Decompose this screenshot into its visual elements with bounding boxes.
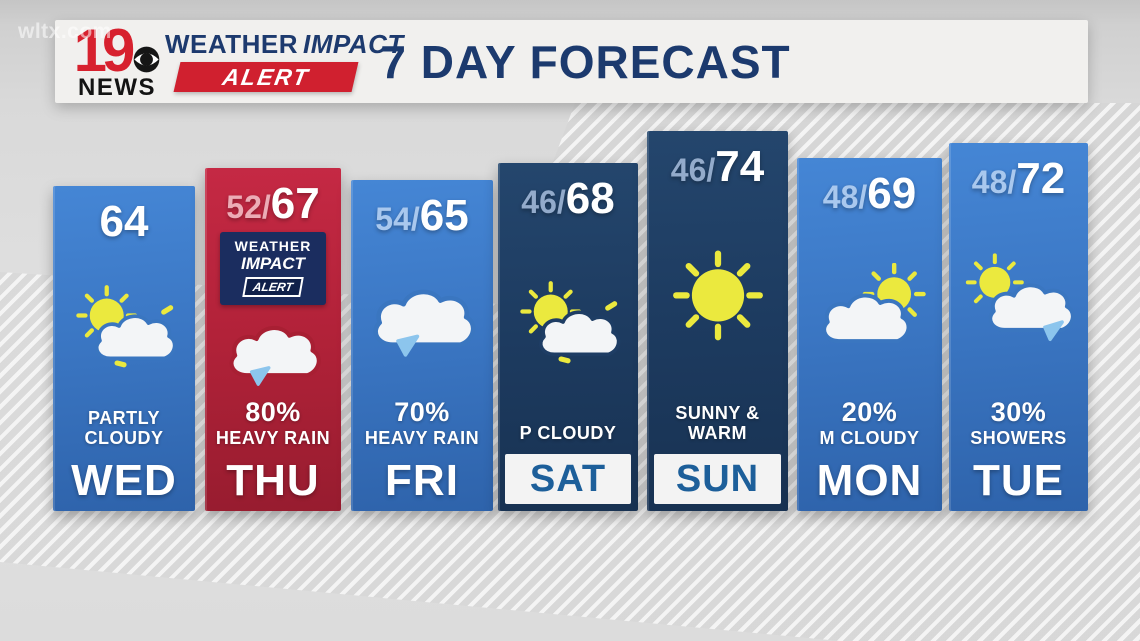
station-news-label: NEWS: [78, 74, 156, 101]
high-temp: 64: [99, 197, 149, 246]
temperature: 48/69: [823, 172, 916, 216]
forecast-card-tue: 48/72 30% SHOWERS TUE: [949, 143, 1088, 511]
day-label: SAT: [529, 458, 607, 500]
low-temp: 48/: [971, 164, 1017, 200]
alert-banner: ALERT: [173, 62, 359, 92]
condition-text: 30% SHOWERS: [970, 397, 1067, 449]
forecast-card-thu: 52/67 WEATHER IMPACT ALERT 80% HEAVY RAI…: [205, 168, 341, 511]
temperature: 46/68: [521, 177, 614, 221]
high-temp: 69: [867, 169, 917, 218]
page-title: 7 DAY FORECAST: [380, 35, 791, 88]
cbs-eye-icon: [133, 46, 160, 73]
station-logo-row: 19: [71, 17, 163, 84]
high-temp: 68: [565, 174, 615, 223]
day-label: SUN: [675, 458, 760, 500]
condition-text: 70% HEAVY RAIN: [365, 397, 479, 449]
condition-text: P CLOUDY: [520, 423, 617, 444]
condition-line: P CLOUDY: [519, 423, 617, 444]
low-temp: 54/: [375, 201, 420, 237]
low-temp: 46/: [670, 152, 716, 188]
temperature: 54/65: [375, 194, 468, 238]
weather-impact-wordmark: WEATHER IMPACT: [165, 29, 403, 60]
day-label: MON: [816, 456, 923, 505]
low-temp: 48/: [822, 179, 868, 215]
high-temp: 72: [1016, 154, 1066, 203]
badge-alert-label: ALERT: [242, 276, 304, 297]
day-label-box: SUN: [654, 454, 781, 504]
partly-cloudy-icon: [498, 221, 638, 423]
day-label: WED: [71, 456, 177, 505]
partly-cloudy-icon: [53, 244, 195, 408]
temperature: 46/74: [671, 145, 764, 189]
day-label-box: SAT: [505, 454, 631, 504]
badge-alert-box: ALERT: [220, 276, 326, 297]
temperature: 52/67: [226, 182, 319, 226]
condition-text: 20% M CLOUDY: [820, 397, 920, 449]
low-temp: 52/: [226, 189, 271, 225]
high-temp: 67: [270, 179, 320, 228]
weather-impact-alert-logo: WEATHER IMPACT ALERT: [165, 29, 403, 92]
precip-chance: 20%: [841, 397, 898, 428]
condition-line: M CLOUDY: [819, 428, 920, 449]
forecast-card-sat: 46/68 P CLOUDY SAT: [498, 163, 638, 511]
badge-weather-label: WEATHER: [234, 238, 312, 254]
alert-banner-label: ALERT: [220, 63, 312, 90]
brand-impact-label: IMPACT: [303, 29, 404, 59]
day-label: TUE: [973, 456, 1064, 505]
day-label: THU: [226, 456, 320, 505]
condition-line: HEAVY RAIN: [364, 428, 480, 449]
temperature: 64: [100, 200, 149, 244]
precip-chance: 80%: [245, 397, 301, 428]
station-logo: 19 NEWS: [71, 17, 163, 101]
condition-line: SHOWERS: [970, 428, 1067, 449]
mostly-cloudy-icon: [797, 216, 942, 397]
rain-cloud-icon: [351, 238, 493, 397]
temperature: 48/72: [972, 157, 1065, 201]
precip-chance: 30%: [990, 397, 1047, 428]
forecast-card-mon: 48/69 20% M CLOUDY MON: [797, 158, 942, 511]
brand-weather-label: WEATHER: [165, 29, 299, 59]
forecast-card-wed: 64 PARTLY CLOUDY WED: [53, 186, 195, 511]
high-temp: 65: [419, 191, 469, 240]
forecast-card-fri: 54/65 70% HEAVY RAIN FRI: [351, 180, 493, 511]
header-bar: 19 NEWS WEATHER IMPACT ALERT 7 DAY FORECA…: [55, 20, 1088, 103]
forecast-card-sun: 46/74 SUNNY & WARM SUN: [647, 131, 788, 511]
weather-impact-alert-badge: WEATHER IMPACT ALERT: [220, 232, 326, 305]
condition-text: PARTLY CLOUDY: [85, 408, 164, 449]
high-temp: 74: [715, 142, 765, 191]
condition-text: SUNNY & WARM: [675, 403, 759, 444]
sun-cloud-rain-icon: [949, 201, 1088, 397]
condition-line: CLOUDY: [84, 428, 164, 449]
rain-cloud-icon: [205, 305, 341, 397]
condition-line: SUNNY &: [675, 402, 760, 423]
low-temp: 46/: [521, 184, 566, 220]
condition-line: HEAVY RAIN: [215, 428, 331, 449]
watermark: wltx.com: [18, 20, 112, 43]
station-number: 19: [73, 17, 136, 84]
condition-line: WARM: [688, 423, 747, 444]
badge-impact-label: IMPACT: [241, 254, 305, 274]
condition-text: 80% HEAVY RAIN: [216, 397, 330, 449]
day-label: FRI: [385, 456, 459, 505]
condition-line: PARTLY: [87, 407, 160, 428]
precip-chance: 70%: [394, 397, 450, 428]
sunny-icon: [647, 189, 788, 403]
